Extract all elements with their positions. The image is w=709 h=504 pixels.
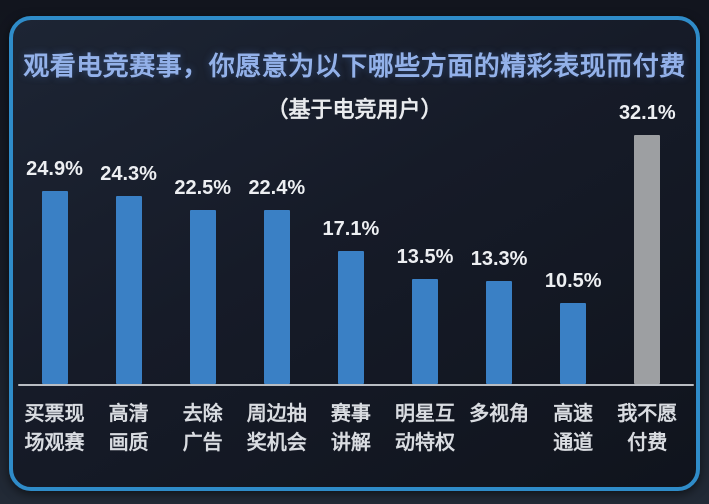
bar-category-line: 我不愿 [617, 403, 678, 425]
bar-category-line: 去除 [182, 403, 223, 425]
bar-category-label: 去除 广告 [160, 400, 246, 458]
bar-category-line: 付费 [627, 432, 668, 454]
bar-category-label: 高速 通道 [530, 400, 616, 458]
bar-category-label: 高清 画质 [86, 400, 172, 458]
bar-value-label: 22.4% [248, 177, 306, 199]
bar-value-label: 13.3% [470, 248, 528, 270]
bar-value-label: 32.1% [618, 102, 676, 124]
bar [189, 210, 216, 384]
bar [412, 279, 438, 384]
bar-category-line: 赛事 [330, 403, 371, 425]
bar-category-label: 明星互 动特权 [382, 400, 468, 458]
bar-category-label: 赛事 讲解 [308, 400, 394, 458]
bar-category-line: 多视角 [469, 403, 530, 425]
bar [486, 281, 513, 384]
bar-value-label: 24.3% [100, 163, 157, 185]
bar-category-line: 通道 [553, 432, 594, 454]
page-subtitle: （基于电竞用户） [266, 97, 443, 122]
bar-category-label: 我不愿 付费 [604, 400, 690, 458]
bar-category-label: 买票现 场观赛 [12, 400, 98, 458]
bar-category-line: 高速 [553, 403, 594, 425]
bar-category-line: 周边抽 [246, 403, 307, 425]
bar [263, 210, 290, 384]
bar-value-label: 10.5% [544, 270, 602, 292]
page-title: 观看电竞赛事，你愿意为以下哪些方面的精彩表现而付费 [23, 51, 686, 81]
bar-value-label: 13.5% [396, 246, 454, 268]
bar-category-line: 高清 [108, 403, 149, 425]
bar-category-label: 周边抽 奖机会 [234, 400, 320, 458]
bar [115, 196, 142, 384]
bar-category-line: 讲解 [330, 432, 371, 454]
bar-value-label: 24.9% [26, 158, 83, 180]
bar-value-label: 22.5% [174, 177, 232, 199]
bar-category-label: 多视角 [456, 400, 542, 429]
bar [41, 191, 68, 384]
bar [560, 303, 587, 384]
bar-category-line: 广告 [182, 432, 223, 454]
bar-category-line: 场观赛 [24, 432, 85, 454]
chart-baseline [18, 384, 694, 386]
bar-value-label: 17.1% [322, 218, 380, 240]
bar-category-line: 买票现 [24, 403, 85, 425]
bar-category-line: 明星互 [395, 403, 455, 425]
bar-category-line: 奖机会 [246, 432, 307, 454]
bar [337, 251, 364, 384]
bar-category-line: 动特权 [395, 432, 455, 454]
bar-category-line: 画质 [108, 432, 149, 454]
bar [634, 135, 661, 384]
